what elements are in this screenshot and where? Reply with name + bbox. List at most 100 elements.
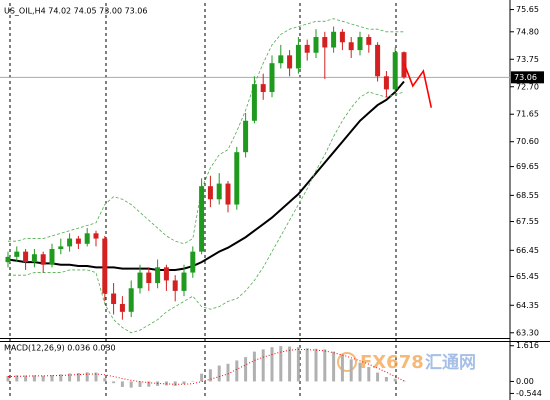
candle-body (155, 267, 161, 284)
y-tick-label: 68.55 (516, 191, 539, 200)
candle-body (40, 254, 46, 265)
forecast-line (403, 62, 433, 108)
macd-bar (120, 381, 124, 387)
candle-body (14, 251, 20, 257)
candle-body (357, 37, 363, 51)
candle-body (49, 249, 55, 265)
candle-body (5, 256, 11, 263)
macd-bar (305, 348, 309, 382)
candle-body (251, 84, 257, 121)
candle-body (31, 254, 37, 263)
candle-body (278, 55, 284, 64)
candle-body (287, 55, 293, 69)
candle-body (137, 272, 143, 289)
y-tick-label: 67.55 (516, 217, 539, 226)
candle-body (260, 84, 266, 92)
candle-body (383, 76, 389, 90)
candle-body (243, 120, 249, 153)
y-tick-label: 74.80 (516, 27, 539, 36)
candle-body (304, 44, 310, 53)
candle-body (313, 37, 319, 53)
macd-bar (208, 369, 212, 382)
macd-bar (129, 381, 133, 388)
macd-bar (314, 348, 318, 382)
macd-bar (147, 381, 151, 387)
macd-bar (235, 360, 239, 382)
candle-body (216, 183, 222, 200)
candle-body (128, 288, 134, 312)
candle-body (93, 233, 99, 239)
macd-bar (85, 372, 89, 382)
candle-body (23, 251, 29, 263)
macd-bar (76, 373, 80, 382)
candle-body (269, 63, 275, 92)
y-tick-label: -0.544 (516, 389, 542, 398)
macd-bar (50, 375, 54, 382)
y-tick-label: 69.65 (516, 162, 539, 171)
macd-bar (288, 346, 292, 382)
macd-bar (261, 349, 265, 382)
signal-line (7, 348, 405, 385)
macd-bar (59, 374, 63, 382)
candle-body (84, 233, 90, 244)
indicator-line (7, 80, 405, 271)
macd-bar (226, 363, 230, 382)
y-tick-label: 75.65 (516, 5, 539, 14)
watermark-logo (337, 352, 357, 372)
macd-bar (94, 372, 98, 382)
macd-bar (138, 381, 142, 387)
candle-body (207, 186, 213, 200)
candle-body (366, 37, 372, 45)
candle-body (375, 44, 381, 77)
watermark-text: FX678 (360, 352, 424, 373)
candle-body (163, 267, 169, 281)
candle-body (331, 31, 337, 48)
macd-bar (15, 375, 19, 382)
candle-body (295, 44, 301, 69)
candle-body (339, 31, 345, 43)
candle-body (172, 280, 178, 291)
y-tick-label: 72.70 (516, 82, 539, 91)
macd-bar (32, 375, 36, 382)
macd-bar (384, 377, 388, 382)
macd-bar (182, 381, 186, 385)
y-tick-label: 1.616 (516, 341, 539, 350)
macd-bar (279, 346, 283, 382)
y-tick-label: 0.00 (516, 377, 534, 386)
macd-bar (340, 354, 344, 382)
macd-bar (349, 359, 353, 382)
chart-title: US_OIL,H4 74.02 74.05 73.00 73.06 (4, 7, 147, 16)
macd-bar (367, 367, 371, 382)
candle-body (225, 183, 231, 205)
candle-body (119, 303, 125, 312)
indicator-line (8, 91, 405, 334)
candle-body (181, 272, 187, 291)
y-tick-label: 65.45 (516, 272, 539, 281)
macd-bar (244, 357, 248, 382)
y-tick-label: 71.65 (516, 110, 539, 119)
macd-title: MACD(12,26,9) 0.036 0.030 (4, 344, 116, 353)
candle-body (190, 251, 196, 273)
candle-body (392, 52, 398, 90)
watermark: FX678 汇通网 (337, 352, 476, 373)
candle-body (111, 293, 117, 304)
macd-bar (323, 349, 327, 382)
candle-body (67, 238, 73, 247)
macd-bar (103, 378, 107, 382)
candle-body (146, 272, 152, 284)
macd-bar (270, 347, 274, 382)
y-tick-label: 63.30 (516, 328, 539, 337)
macd-bar (68, 373, 72, 382)
macd-bar (41, 375, 45, 382)
candle-body (199, 186, 205, 252)
macd-bar (173, 381, 177, 386)
macd-bar (217, 365, 221, 382)
macd-bar (358, 362, 362, 382)
macd-bar (296, 347, 300, 382)
macd-bar (200, 373, 204, 382)
candle-body (348, 42, 354, 51)
y-tick-label: 64.35 (516, 301, 539, 310)
y-tick-label: 73.75 (516, 55, 539, 64)
